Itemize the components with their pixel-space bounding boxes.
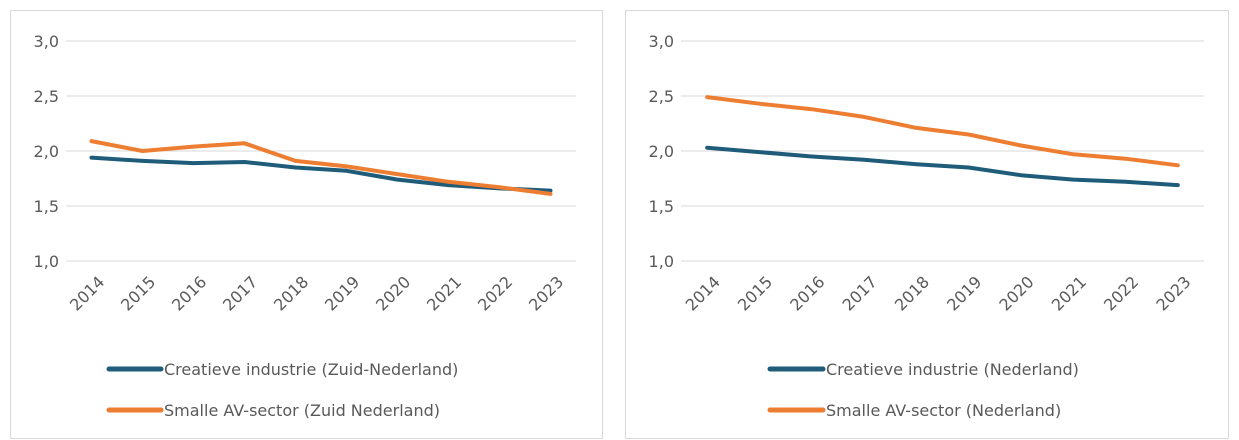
x-tick-label: 2015 <box>734 272 776 314</box>
y-tick-label: 3,0 <box>34 32 59 51</box>
x-tick-label: 2022 <box>474 272 516 314</box>
x-tick-label: 2019 <box>321 272 363 314</box>
x-tick-label: 2014 <box>682 272 724 314</box>
x-tick-label: 2015 <box>117 272 159 314</box>
legend-label-1: Creatieve industrie (Nederland) <box>826 360 1079 379</box>
x-tick-label: 2018 <box>270 272 312 314</box>
y-tick-label: 1,0 <box>34 252 59 271</box>
legend-label-2: Smalle AV-sector (Nederland) <box>826 401 1061 420</box>
chart-panel-left: 1,0 1,5 2,0 2,5 3,0 2014 2015 2016 2017 2018 2019 2… <box>10 10 603 439</box>
x-tick-label: 2020 <box>995 272 1037 314</box>
series-line-1 <box>705 145 1180 188</box>
y-tick-label: 1,5 <box>649 197 674 216</box>
x-tick-label: 2017 <box>219 272 261 314</box>
series-line-2 <box>89 139 553 196</box>
y-tick-label: 1,0 <box>649 252 674 271</box>
series-line-2 <box>705 95 1180 168</box>
x-tick-label: 2022 <box>1100 272 1142 314</box>
legend-label-1: Creatieve industrie (Zuid-Nederland) <box>164 360 458 379</box>
y-tick-label: 2,0 <box>649 142 674 161</box>
legend-label-2: Smalle AV-sector (Zuid Nederland) <box>164 401 440 420</box>
x-tick-label: 2016 <box>168 272 210 314</box>
x-tick-label: 2023 <box>525 272 567 314</box>
x-tick-label: 2016 <box>786 272 828 314</box>
x-tick-label: 2021 <box>1048 272 1090 314</box>
x-tick-label: 2017 <box>839 272 881 314</box>
chart-panel-right: 1,0 1,5 2,0 2,5 3,0 2014 2015 2016 2017 2018 2019 2… <box>625 10 1229 439</box>
x-tick-label: 2021 <box>423 272 465 314</box>
x-tick-label: 2019 <box>943 272 985 314</box>
series-line-1 <box>89 155 553 193</box>
y-tick-label: 2,5 <box>34 87 59 106</box>
x-tick-label: 2018 <box>891 272 933 314</box>
y-tick-label: 3,0 <box>649 32 674 51</box>
x-tick-label: 2014 <box>66 272 108 314</box>
x-tick-label: 2020 <box>372 272 414 314</box>
x-tick-label: 2023 <box>1152 272 1194 314</box>
y-tick-label: 1,5 <box>34 197 59 216</box>
y-tick-label: 2,5 <box>649 87 674 106</box>
y-tick-label: 2,0 <box>34 142 59 161</box>
